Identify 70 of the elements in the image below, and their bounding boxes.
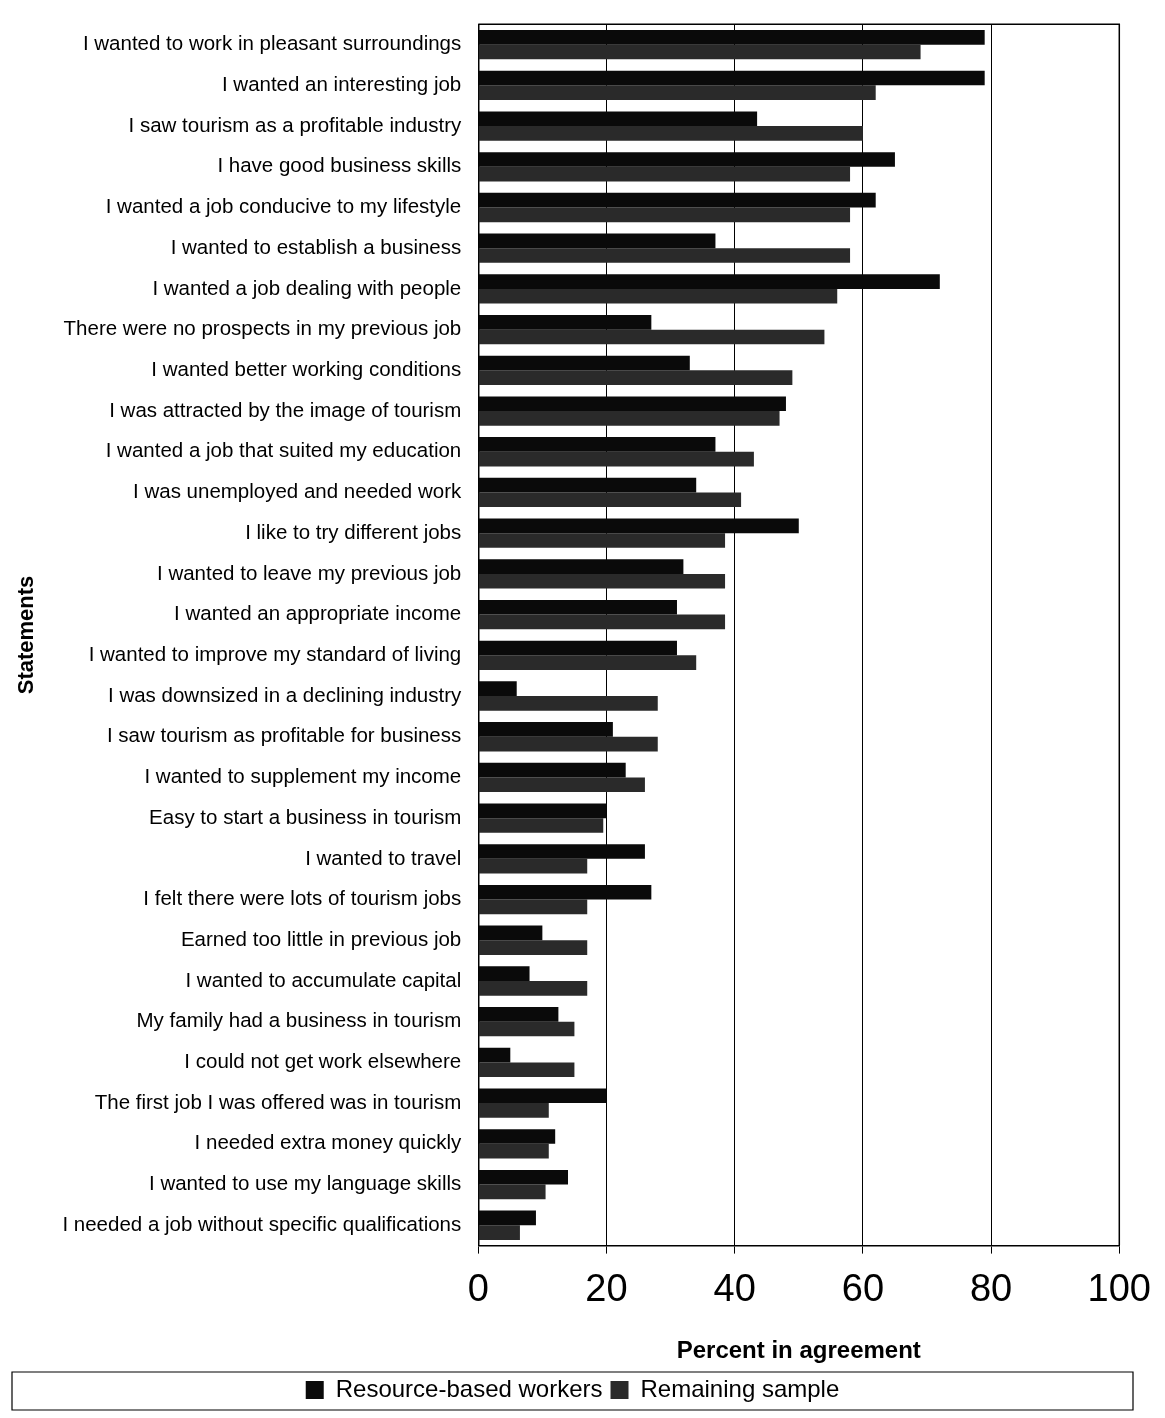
- y-tick-label: I wanted better working conditions: [151, 356, 462, 380]
- bar: [478, 248, 851, 263]
- x-axis-title: Percent in agreement: [676, 1336, 921, 1364]
- bar: [478, 126, 863, 141]
- bar: [478, 655, 697, 670]
- bar: [478, 980, 588, 996]
- bar: [478, 451, 754, 467]
- bar: [478, 899, 588, 915]
- bar: [478, 166, 851, 182]
- bar: [478, 696, 658, 711]
- x-tick-label: 80: [969, 1266, 1013, 1309]
- y-tick-label: I wanted to establish a business: [170, 234, 462, 258]
- y-tick-label: I wanted to travel: [305, 845, 462, 869]
- y-tick-label: I wanted to improve my standard of living: [88, 641, 462, 665]
- bar: [478, 736, 658, 752]
- y-tick-label: I could not get work elsewhere: [184, 1049, 462, 1073]
- bar: [478, 1062, 575, 1078]
- bar: [478, 614, 726, 630]
- x-tick-label: 20: [585, 1266, 628, 1309]
- bar: [478, 1103, 549, 1118]
- y-tick-label: I wanted to use my language skills: [149, 1171, 462, 1195]
- y-tick-label: I saw tourism as profitable for business: [106, 723, 462, 747]
- y-tick-label: I needed extra money quickly: [194, 1130, 462, 1154]
- bar: [478, 858, 588, 874]
- y-tick-label: I wanted a job dealing with people: [152, 275, 462, 299]
- y-tick-label: I like to try different jobs: [245, 519, 462, 543]
- y-tick-label: I wanted to supplement my income: [144, 764, 462, 788]
- y-tick-label: I felt there were lots of tourism jobs: [143, 886, 462, 910]
- y-tick-label: Easy to start a business in tourism: [149, 804, 462, 828]
- bar: [478, 1184, 546, 1200]
- bar: [478, 370, 793, 385]
- y-tick-label: My family had a business in tourism: [136, 1008, 462, 1032]
- legend-label: Resource-based workers: [335, 1374, 603, 1402]
- y-tick-label: I was attracted by the image of tourism: [109, 397, 462, 421]
- y-tick-label: I wanted an interesting job: [221, 72, 462, 96]
- bar: [478, 818, 604, 833]
- y-tick-label: I wanted to leave my previous job: [157, 560, 462, 584]
- y-tick-label: I saw tourism as a profitable industry: [128, 112, 462, 136]
- y-tick-label: I have good business skills: [217, 153, 462, 177]
- x-tick-label: 100: [1087, 1266, 1151, 1309]
- bar: [478, 1021, 575, 1037]
- bar: [478, 207, 851, 223]
- bar: [478, 1225, 520, 1240]
- y-tick-label: I was unemployed and needed work: [133, 479, 462, 503]
- y-tick-label: I wanted an appropriate income: [174, 601, 462, 625]
- x-tick-label: 60: [841, 1266, 885, 1309]
- y-axis-title: Statements: [13, 575, 39, 695]
- y-tick-label: Earned too little in previous job: [180, 926, 462, 950]
- x-tick-label: 40: [713, 1266, 756, 1309]
- legend-label: Remaining sample: [640, 1374, 840, 1402]
- y-tick-label: The first job I was offered was in tourism: [94, 1089, 462, 1113]
- bar: [478, 85, 876, 101]
- y-tick-label: I wanted to work in pleasant surroundings: [82, 31, 462, 55]
- y-tick-label: I wanted to accumulate capital: [185, 967, 462, 991]
- y-tick-label: I needed a job without specific qualifications: [62, 1211, 462, 1235]
- bar: [478, 940, 588, 955]
- bar: [478, 329, 825, 345]
- bar: [478, 492, 742, 508]
- y-tick-label: I wanted a job that suited my education: [105, 438, 462, 462]
- bar: [478, 533, 726, 548]
- x-tick-label: 0: [467, 1266, 489, 1309]
- bar: [478, 288, 838, 304]
- bar: [478, 411, 780, 426]
- bar: [478, 1143, 549, 1159]
- bar: [478, 573, 726, 589]
- y-tick-label: I was downsized in a declining industry: [108, 682, 462, 706]
- bar: [478, 44, 921, 60]
- y-tick-label: There were no prospects in my previous job: [63, 316, 462, 340]
- bar: [478, 777, 645, 793]
- y-tick-label: I wanted a job conducive to my lifestyle: [105, 194, 462, 218]
